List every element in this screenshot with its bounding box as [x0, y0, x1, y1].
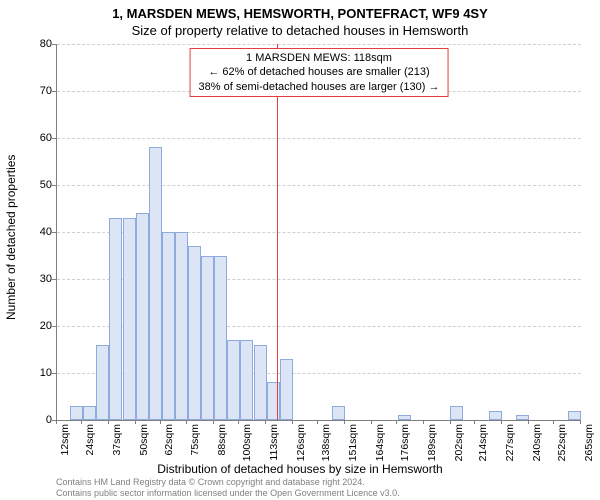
gridline — [57, 138, 581, 139]
histogram-bar — [109, 218, 122, 420]
histogram-bar — [280, 359, 293, 420]
x-tick-mark — [396, 420, 397, 424]
x-tick-mark — [265, 420, 266, 424]
x-tick-mark — [56, 420, 57, 424]
annotation-text-3: 38% of semi-detached houses are larger (… — [199, 80, 440, 94]
y-tick-label: 30 — [22, 273, 52, 285]
histogram-bar — [450, 406, 463, 420]
y-tick-label: 60 — [22, 132, 52, 144]
marker-line — [277, 44, 278, 420]
histogram-bar — [175, 232, 188, 420]
y-tick-label: 40 — [22, 226, 52, 238]
gridline — [57, 185, 581, 186]
x-tick-mark — [423, 420, 424, 424]
x-tick-mark — [81, 420, 82, 424]
chart-title-sub: Size of property relative to detached ho… — [0, 23, 600, 38]
footer-line-2: Contains public sector information licen… — [56, 488, 400, 498]
histogram-bar — [123, 218, 136, 420]
histogram-bar — [516, 415, 529, 420]
x-tick-mark — [501, 420, 502, 424]
histogram-bar — [136, 213, 149, 420]
annotation-text-2: ← 62% of detached houses are smaller (21… — [199, 65, 440, 79]
x-tick-mark — [450, 420, 451, 424]
x-axis-label: Distribution of detached houses by size … — [0, 462, 600, 476]
x-tick-mark — [135, 420, 136, 424]
x-tick-mark — [474, 420, 475, 424]
histogram-bar — [83, 406, 96, 420]
histogram-bar — [489, 411, 502, 420]
y-tick-label: 10 — [22, 367, 52, 379]
x-tick-mark — [344, 420, 345, 424]
histogram-bar — [70, 406, 83, 420]
y-axis-label: Number of detached properties — [4, 155, 18, 320]
histogram-bar — [188, 246, 201, 420]
property-size-chart: 1, MARSDEN MEWS, HEMSWORTH, PONTEFRACT, … — [0, 0, 600, 500]
histogram-bar — [240, 340, 253, 420]
y-tick-label: 0 — [22, 414, 52, 426]
x-tick-mark — [371, 420, 372, 424]
y-tick-label: 70 — [22, 85, 52, 97]
histogram-bar — [398, 415, 411, 420]
x-tick-mark — [186, 420, 187, 424]
histogram-bar — [162, 232, 175, 420]
y-tick-label: 20 — [22, 320, 52, 332]
histogram-bar — [332, 406, 345, 420]
histogram-bar — [227, 340, 240, 420]
y-tick-label: 80 — [22, 38, 52, 50]
x-tick-mark — [292, 420, 293, 424]
annotation-box: 1 MARSDEN MEWS: 118sqm ← 62% of detached… — [190, 48, 449, 97]
footer-attribution: Contains HM Land Registry data © Crown c… — [56, 477, 400, 498]
x-tick-mark — [238, 420, 239, 424]
histogram-bar — [96, 345, 109, 420]
x-tick-mark — [580, 420, 581, 424]
histogram-bar — [254, 345, 267, 420]
histogram-bar — [201, 256, 214, 421]
histogram-bar — [214, 256, 227, 421]
x-tick-mark — [317, 420, 318, 424]
y-tick-label: 50 — [22, 179, 52, 191]
x-tick-mark — [108, 420, 109, 424]
footer-line-1: Contains HM Land Registry data © Crown c… — [56, 477, 400, 487]
x-tick-mark — [553, 420, 554, 424]
annotation-text-1: 1 MARSDEN MEWS: 118sqm — [199, 51, 440, 65]
histogram-bar — [149, 147, 162, 420]
gridline — [57, 44, 581, 45]
x-tick-mark — [160, 420, 161, 424]
x-tick-mark — [213, 420, 214, 424]
histogram-bar — [568, 411, 581, 420]
x-tick-mark — [528, 420, 529, 424]
chart-title-main: 1, MARSDEN MEWS, HEMSWORTH, PONTEFRACT, … — [0, 6, 600, 21]
plot-area: 1 MARSDEN MEWS: 118sqm ← 62% of detached… — [56, 44, 581, 421]
histogram-bar — [267, 382, 280, 420]
